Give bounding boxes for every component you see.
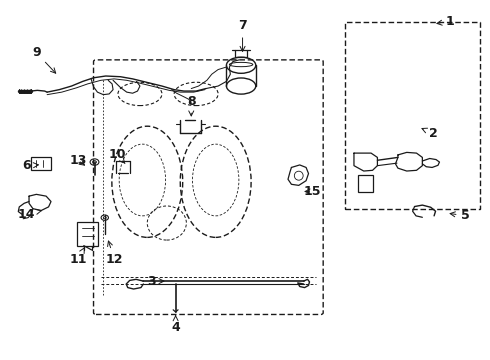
Text: 15: 15 [303,185,320,198]
Text: 12: 12 [106,241,123,266]
Bar [345,22,480,209]
Text: 4: 4 [171,315,180,334]
Bar [358,175,372,192]
Text: 8: 8 [187,95,196,116]
Text: 3: 3 [147,275,164,288]
Text: 6: 6 [22,159,38,172]
Bar [77,222,98,246]
Text: 13: 13 [69,154,87,167]
Bar [31,157,50,170]
Text: 2: 2 [422,127,438,140]
Text: 10: 10 [108,148,126,163]
Text: 5: 5 [450,210,470,222]
Text: 1: 1 [437,15,455,28]
Text: 9: 9 [32,46,56,73]
Text: 14: 14 [18,208,41,221]
Text: 7: 7 [238,19,247,51]
Text: 11: 11 [69,248,87,266]
